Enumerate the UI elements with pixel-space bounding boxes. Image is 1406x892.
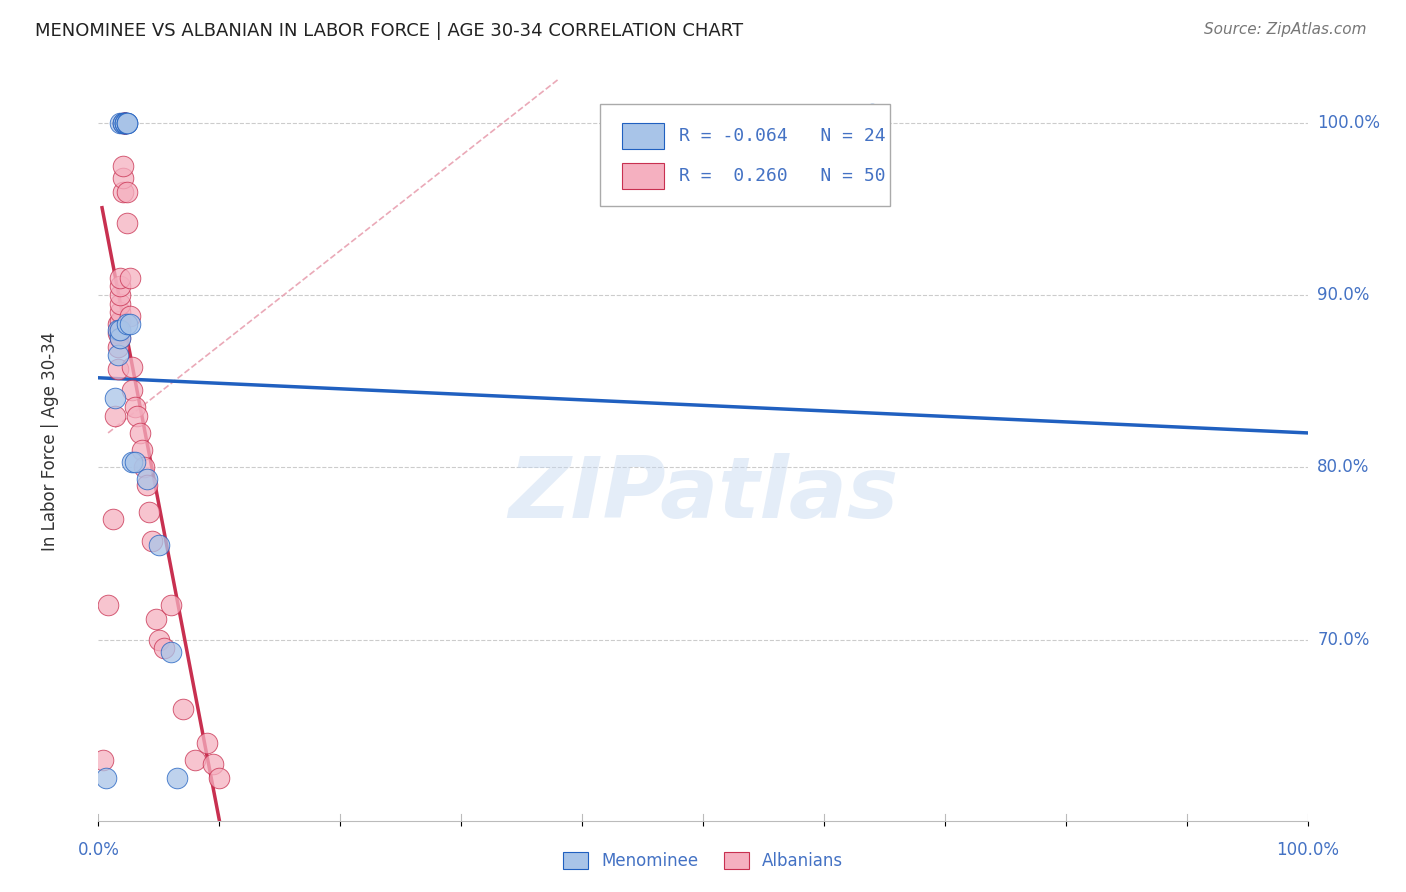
Text: In Labor Force | Age 30-34: In Labor Force | Age 30-34 bbox=[41, 332, 59, 551]
Point bbox=[108, 322, 131, 336]
Point bbox=[141, 534, 163, 549]
Point bbox=[148, 632, 170, 647]
Point bbox=[107, 326, 129, 340]
Point bbox=[114, 116, 136, 130]
Point bbox=[111, 170, 134, 185]
Point bbox=[138, 505, 160, 519]
Point bbox=[135, 477, 157, 491]
Point bbox=[108, 296, 131, 310]
Point bbox=[118, 318, 141, 332]
Point bbox=[160, 645, 183, 659]
Point bbox=[117, 318, 139, 332]
Point bbox=[166, 771, 188, 785]
Point bbox=[114, 116, 136, 130]
Point bbox=[127, 409, 149, 423]
Point bbox=[117, 185, 139, 199]
Point bbox=[108, 331, 131, 345]
Point bbox=[111, 116, 134, 130]
Point bbox=[135, 472, 157, 486]
Point bbox=[108, 279, 131, 293]
Point bbox=[107, 318, 129, 332]
Point bbox=[202, 756, 225, 771]
Point bbox=[111, 116, 134, 130]
Point bbox=[108, 314, 131, 328]
Point bbox=[134, 460, 156, 475]
Point bbox=[121, 360, 143, 375]
Point bbox=[111, 185, 134, 199]
Text: 0.0%: 0.0% bbox=[77, 841, 120, 859]
Point bbox=[107, 322, 129, 336]
Point bbox=[124, 455, 146, 469]
Point bbox=[131, 443, 153, 458]
Point bbox=[107, 340, 129, 354]
Point bbox=[160, 599, 183, 613]
Text: 90.0%: 90.0% bbox=[1317, 286, 1369, 304]
Point bbox=[111, 116, 134, 130]
Bar bbox=[600, 104, 890, 207]
Point bbox=[107, 348, 129, 362]
Bar bbox=[621, 123, 664, 149]
Point bbox=[117, 216, 139, 230]
Point bbox=[114, 116, 136, 130]
Point bbox=[152, 641, 174, 656]
Point bbox=[108, 288, 131, 302]
Point bbox=[118, 270, 141, 285]
Point bbox=[114, 116, 136, 130]
Text: MENOMINEE VS ALBANIAN IN LABOR FORCE | AGE 30-34 CORRELATION CHART: MENOMINEE VS ALBANIAN IN LABOR FORCE | A… bbox=[35, 22, 744, 40]
Point bbox=[145, 612, 167, 626]
Point bbox=[117, 116, 139, 130]
Point bbox=[104, 392, 127, 406]
Point bbox=[97, 599, 120, 613]
Point bbox=[108, 270, 131, 285]
Point bbox=[124, 400, 146, 414]
Point bbox=[94, 771, 117, 785]
Text: Source: ZipAtlas.com: Source: ZipAtlas.com bbox=[1204, 22, 1367, 37]
Bar bbox=[621, 163, 664, 189]
Point bbox=[114, 116, 136, 130]
Point bbox=[114, 116, 136, 130]
Point bbox=[111, 116, 134, 130]
Point bbox=[121, 383, 143, 397]
Point bbox=[108, 116, 131, 130]
Point bbox=[108, 305, 131, 319]
Point bbox=[114, 116, 136, 130]
Point bbox=[114, 116, 136, 130]
Text: 70.0%: 70.0% bbox=[1317, 631, 1369, 648]
Point bbox=[128, 425, 150, 440]
Point bbox=[860, 107, 883, 121]
Point bbox=[195, 736, 218, 750]
Text: 100.0%: 100.0% bbox=[1317, 114, 1381, 132]
Point bbox=[121, 455, 143, 469]
Point bbox=[172, 701, 194, 715]
Point bbox=[107, 362, 129, 376]
Text: ZIPatlas: ZIPatlas bbox=[508, 453, 898, 536]
Legend: Menominee, Albanians: Menominee, Albanians bbox=[557, 846, 849, 877]
Point bbox=[108, 322, 131, 336]
Text: 100.0%: 100.0% bbox=[1277, 841, 1339, 859]
Point bbox=[117, 116, 139, 130]
Text: R = -0.064   N = 24: R = -0.064 N = 24 bbox=[679, 127, 886, 145]
Point bbox=[117, 116, 139, 130]
Text: 80.0%: 80.0% bbox=[1317, 458, 1369, 476]
Point bbox=[184, 753, 207, 767]
Point bbox=[118, 309, 141, 323]
Point bbox=[108, 331, 131, 345]
Point bbox=[91, 753, 114, 767]
Point bbox=[111, 159, 134, 173]
Point bbox=[148, 538, 170, 552]
Text: R =  0.260   N = 50: R = 0.260 N = 50 bbox=[679, 167, 886, 186]
Point bbox=[101, 512, 124, 526]
Point bbox=[208, 771, 231, 785]
Point bbox=[104, 409, 127, 423]
Point bbox=[114, 116, 136, 130]
